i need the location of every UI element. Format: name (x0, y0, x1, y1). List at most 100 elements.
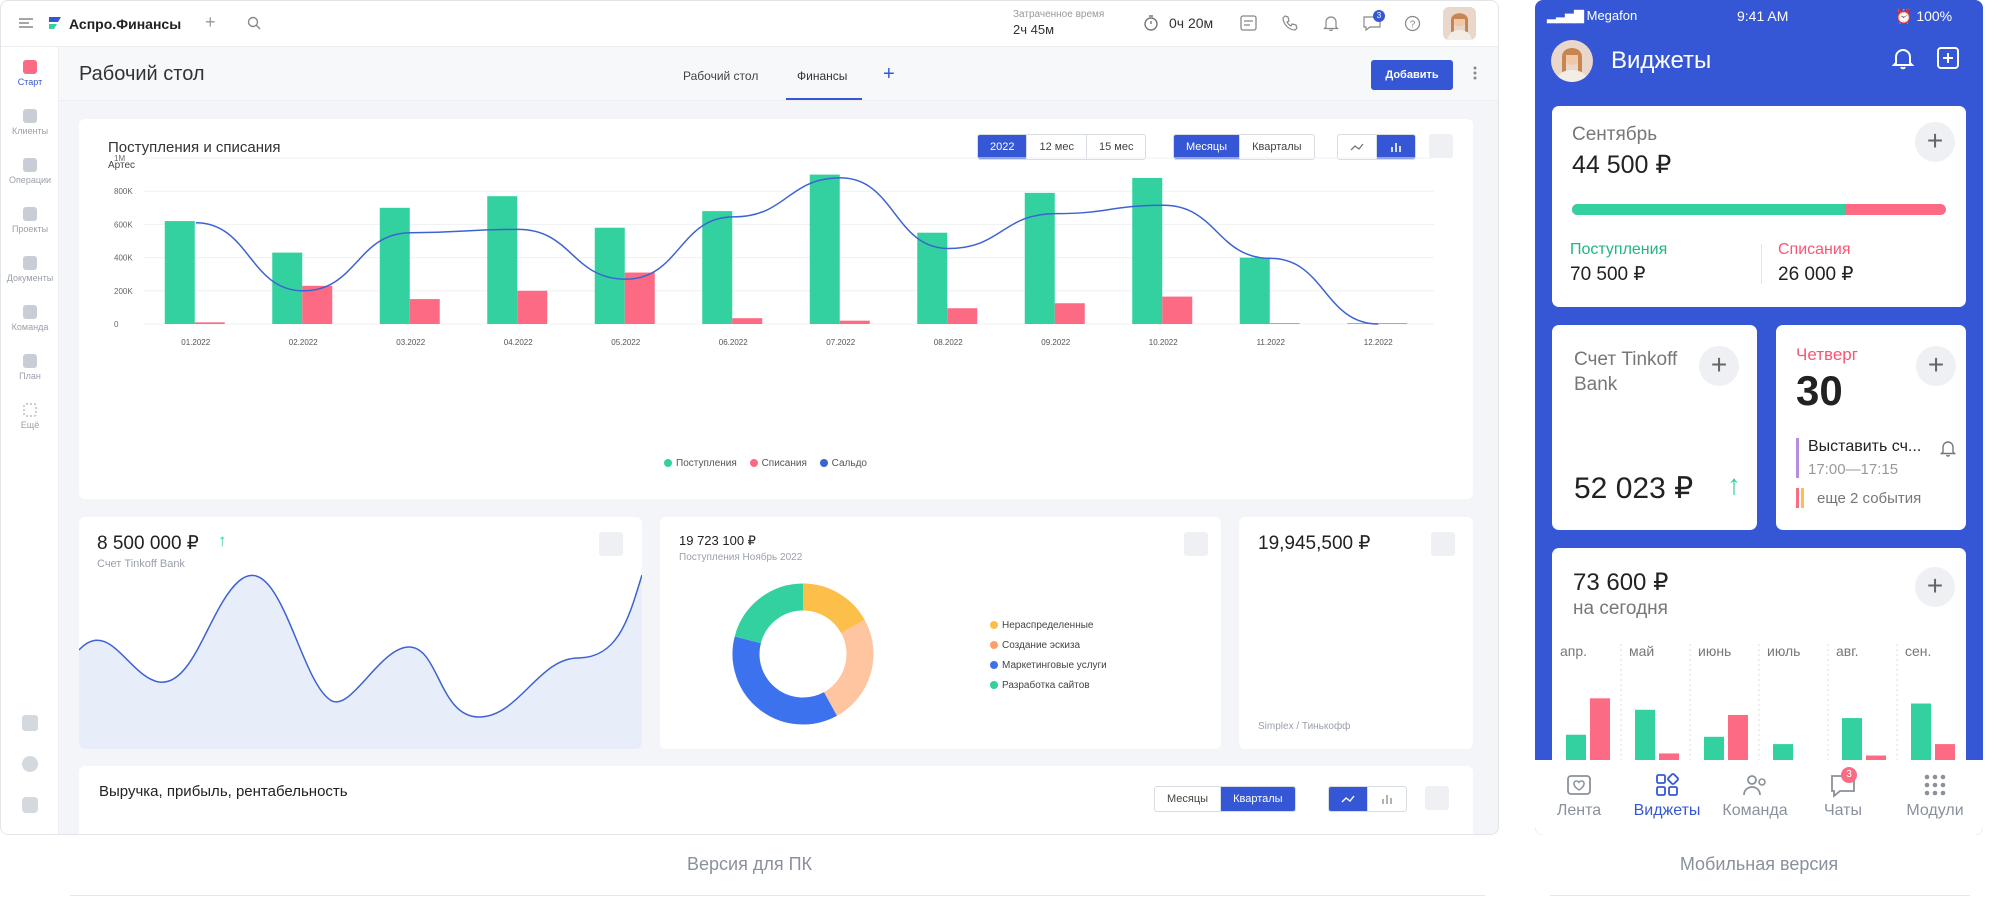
sidebar-item-clients[interactable]: Клиенты (1, 109, 59, 136)
period-quarters[interactable]: Кварталы (1221, 787, 1295, 811)
apps-icon[interactable] (22, 715, 38, 731)
event-marker (1796, 488, 1799, 508)
bar-chart-toggle[interactable] (1377, 135, 1415, 159)
chat-badge: 3 (1841, 767, 1857, 783)
search-icon[interactable] (247, 16, 261, 30)
income-bar (487, 196, 518, 324)
tab-desktop[interactable]: Рабочий стол (683, 69, 759, 83)
drag-handle-icon[interactable] (1425, 786, 1449, 810)
phone-icon[interactable] (1282, 15, 1298, 31)
add-icon[interactable]: + (205, 12, 216, 32)
income-bar (379, 207, 410, 324)
sidebar-label: Документы (6, 273, 54, 283)
battery-level: 100% (1916, 8, 1953, 24)
add-tab-icon[interactable]: + (883, 63, 895, 85)
settings-icon[interactable] (22, 756, 38, 772)
donut-slice (732, 636, 837, 725)
tab-label: Команда (1722, 802, 1788, 819)
period-quarters[interactable]: Кварталы (1252, 141, 1302, 153)
donut-legend-item: Создание эскиза (990, 636, 1107, 656)
tab-modules[interactable]: Модули (1887, 772, 1983, 820)
more-icon[interactable] (1473, 65, 1477, 81)
sidebar-item-plan[interactable]: План (1, 354, 59, 381)
expense-bar (194, 322, 225, 324)
sidebar-item-team[interactable]: Команда (1, 305, 59, 332)
grid-icon (23, 403, 37, 417)
tab-label: Модули (1906, 802, 1964, 819)
tab-finance[interactable]: Финансы (797, 69, 848, 83)
menu-icon[interactable] (19, 18, 33, 28)
y-tick-label: 200K (114, 287, 133, 296)
range-12m[interactable]: 12 мес (1027, 135, 1087, 159)
sidebar-label: План (19, 371, 41, 381)
tab-team[interactable]: Команда (1711, 772, 1799, 820)
page-header (59, 47, 1498, 101)
avatar[interactable] (1443, 7, 1476, 40)
donut-slice (734, 583, 804, 644)
period-segment: Месяцы Кварталы (1173, 134, 1315, 160)
line-chart-toggle[interactable] (1338, 135, 1377, 159)
avatar[interactable] (1551, 40, 1593, 82)
sidebar-item-more[interactable]: Ещё (1, 403, 59, 430)
income-bar (1239, 257, 1270, 324)
add-icon[interactable]: + (1916, 346, 1956, 386)
sidebar-item-operations[interactable]: Операции (1, 158, 59, 185)
bell-icon[interactable] (1891, 46, 1915, 70)
expense-label: Списания (1778, 241, 1851, 258)
add-widget-icon[interactable] (1936, 46, 1960, 70)
income-label: Поступления (1570, 241, 1668, 258)
add-icon[interactable]: + (1915, 122, 1955, 162)
drag-handle-icon[interactable] (1431, 532, 1455, 556)
period-months[interactable]: Месяцы (1174, 135, 1241, 159)
page-title: Рабочий стол (79, 63, 205, 85)
more-events[interactable]: еще 2 события (1817, 490, 1922, 507)
period-months[interactable]: Месяцы (1155, 787, 1222, 811)
tab-widgets[interactable]: Виджеты (1623, 772, 1711, 820)
chart-type-segment (1337, 134, 1416, 160)
event-marker (1796, 438, 1799, 478)
bar-chart-toggle[interactable] (1368, 787, 1406, 811)
donut-card: 19 723 100 ₽ Поступления Ноябрь 2022 Нер… (660, 517, 1221, 749)
x-tick-label: 06.2022 (719, 338, 748, 347)
help-icon[interactable]: ? (1404, 15, 1421, 32)
add-button[interactable]: Добавить (1371, 60, 1453, 90)
event-title[interactable]: Выставить сч... (1808, 438, 1922, 455)
notes-icon[interactable] (1240, 15, 1257, 31)
legend-expense: Списания (749, 458, 807, 469)
start-icon (23, 60, 37, 74)
bell-icon[interactable] (1940, 440, 1956, 457)
add-icon[interactable]: + (1699, 346, 1739, 386)
sidebar-label: Проекты (11, 224, 49, 234)
sidebar-item-projects[interactable]: Проекты (1, 207, 59, 234)
revenue-type-segment (1328, 786, 1407, 812)
carrier: Megafon (1586, 8, 1638, 23)
balance-line (195, 177, 1379, 325)
range-15m[interactable]: 15 мес (1098, 141, 1134, 153)
chart-title: Поступления и списания (108, 139, 281, 156)
expense-bar (1377, 323, 1408, 324)
drag-handle-icon[interactable] (599, 532, 623, 556)
stopwatch-icon[interactable] (1143, 15, 1159, 31)
sidebar-item-start[interactable]: Старт (1, 60, 59, 87)
mini-bar-chart: апр. май июнь июль авг. сен. (1560, 643, 1955, 768)
drag-handle-icon[interactable] (1184, 532, 1208, 556)
account-widget: Счет Tinkoff Bank + 52 023 ₽ ↑ (1552, 325, 1757, 530)
income-bar (809, 174, 840, 324)
revenue-period-segment: Месяцы Кварталы (1154, 786, 1296, 812)
sidebar-item-documents[interactable]: Документы (1, 256, 59, 283)
legend-income: Поступления (664, 458, 737, 469)
line-chart-toggle[interactable] (1329, 787, 1368, 811)
bell-icon[interactable] (1323, 15, 1339, 31)
tab-feed[interactable]: Лента (1535, 772, 1623, 820)
expense-bar (302, 285, 333, 324)
clients-icon (23, 109, 37, 123)
income-bar (1635, 709, 1655, 768)
account-card: 8 500 000 ₽ ↑ Счет Tinkoff Bank (79, 517, 642, 749)
income-bar (1132, 177, 1163, 324)
drag-handle-icon[interactable] (1429, 134, 1453, 158)
range-2022[interactable]: 2022 (978, 135, 1028, 159)
add-icon[interactable]: + (1915, 567, 1955, 607)
income-expense-bar (1572, 204, 1946, 215)
x-tick-label: 11.2022 (1257, 338, 1286, 347)
support-icon[interactable] (22, 797, 38, 813)
